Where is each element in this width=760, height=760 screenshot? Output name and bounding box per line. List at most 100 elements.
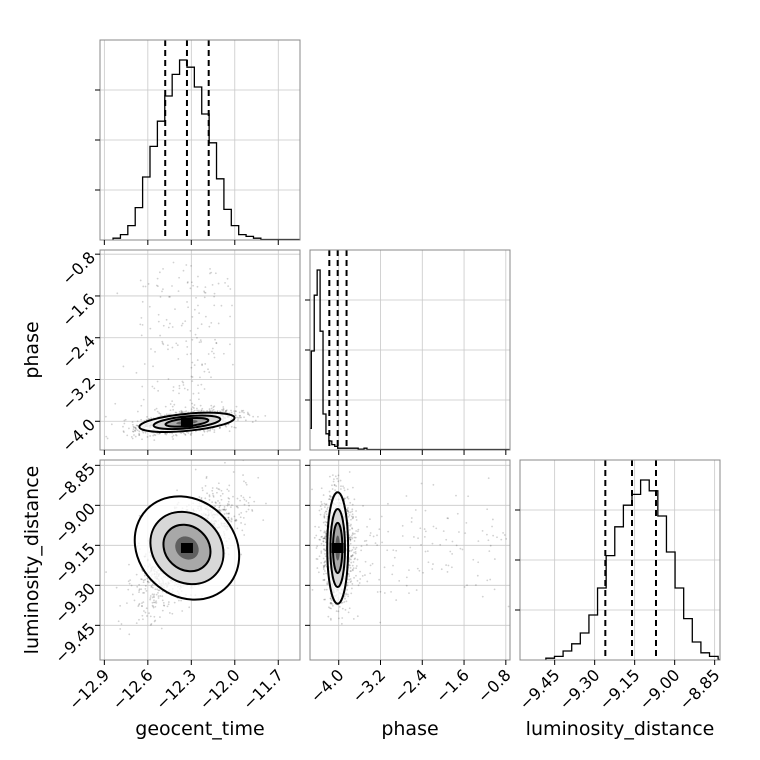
scatter-point	[226, 504, 229, 507]
scatter-point	[324, 531, 327, 534]
x-tick-label: −1.6	[432, 665, 473, 706]
scatter-point	[196, 336, 198, 339]
scatter-point	[395, 549, 398, 552]
scatter-point	[216, 491, 218, 494]
scatter-point	[230, 425, 233, 428]
scatter-point	[242, 496, 245, 499]
scatter-point	[262, 519, 265, 522]
scatter-point	[341, 601, 344, 604]
scatter-point	[398, 579, 401, 582]
scatter-point	[405, 584, 408, 587]
scatter-point	[202, 410, 205, 413]
scatter-point	[132, 430, 135, 433]
scatter-point	[355, 510, 357, 512]
panel-geocent_time	[95, 39, 301, 245]
scatter-point	[324, 536, 327, 539]
scatter-point	[142, 601, 145, 604]
scatter-point	[325, 521, 328, 524]
scatter-point	[408, 569, 410, 572]
scatter-point	[424, 530, 427, 533]
scatter-point	[315, 534, 318, 537]
scatter-point	[355, 519, 358, 521]
scatter-point	[339, 479, 342, 482]
scatter-point	[383, 592, 386, 594]
scatter-point	[374, 542, 377, 545]
scatter-point	[204, 363, 207, 365]
scatter-point	[157, 432, 160, 435]
scatter-point	[220, 489, 223, 492]
scatter-point	[154, 601, 157, 604]
scatter-point	[138, 603, 140, 606]
scatter-point	[181, 322, 184, 325]
scatter-point	[176, 344, 179, 347]
scatter-point	[348, 575, 351, 577]
scatter-point	[149, 597, 152, 599]
scatter-point	[183, 411, 186, 413]
scatter-point	[219, 426, 221, 429]
scatter-point	[432, 483, 435, 486]
scatter-point	[322, 544, 325, 547]
scatter-point	[351, 537, 354, 540]
scatter-point	[321, 535, 324, 538]
scatter-point	[128, 427, 130, 430]
scatter-point	[347, 511, 350, 514]
scatter-point	[211, 489, 214, 492]
scatter-point	[191, 380, 194, 383]
scatter-point	[161, 340, 164, 343]
scatter-point	[171, 405, 174, 408]
scatter-point	[173, 601, 176, 604]
scatter-point	[171, 326, 174, 328]
scatter-point	[323, 537, 326, 540]
scatter-point	[175, 411, 178, 414]
scatter-point	[348, 578, 351, 581]
scatter-point	[236, 505, 239, 508]
scatter-point	[244, 523, 246, 526]
scatter-point	[349, 564, 351, 567]
scatter-point	[450, 566, 453, 569]
scatter-point	[153, 601, 155, 604]
scatter-point	[240, 494, 243, 497]
scatter-point	[329, 498, 332, 501]
scatter-point	[354, 548, 357, 551]
scatter-point	[151, 593, 154, 596]
scatter-point	[360, 545, 363, 548]
scatter-point	[237, 417, 240, 419]
scatter-point	[196, 409, 199, 412]
scatter-point	[154, 408, 156, 411]
scatter-point	[122, 365, 125, 368]
scatter-point	[144, 285, 147, 288]
scatter-point	[149, 595, 152, 597]
scatter-point	[149, 598, 152, 601]
scatter-point	[487, 539, 490, 542]
scatter-point	[323, 515, 326, 518]
scatter-point	[232, 495, 234, 498]
scatter-point	[178, 384, 181, 387]
scatter-point	[213, 431, 216, 434]
scatter-point	[369, 532, 372, 534]
scatter-point	[235, 518, 237, 521]
density-peak	[331, 543, 344, 553]
scatter-point	[376, 534, 378, 537]
scatter-point	[151, 601, 154, 604]
scatter-point	[153, 433, 156, 436]
scatter-point	[135, 428, 138, 431]
scatter-point	[123, 422, 126, 425]
scatter-point	[132, 425, 135, 428]
scatter-point	[209, 272, 211, 275]
scatter-point	[346, 495, 349, 498]
scatter-point	[345, 600, 348, 603]
scatter-point	[415, 589, 418, 591]
scatter-point	[207, 368, 209, 371]
scatter-point	[169, 409, 172, 412]
scatter-point	[352, 567, 355, 570]
scatter-point	[347, 507, 349, 509]
scatter-point	[424, 509, 427, 512]
x-tick-label: −9.30	[555, 665, 603, 713]
scatter-point	[322, 579, 325, 581]
scatter-point	[206, 409, 209, 412]
scatter-point	[199, 404, 202, 407]
scatter-point	[352, 515, 355, 518]
scatter-point	[201, 434, 204, 436]
scatter-point	[251, 510, 254, 512]
scatter-point	[488, 550, 491, 553]
